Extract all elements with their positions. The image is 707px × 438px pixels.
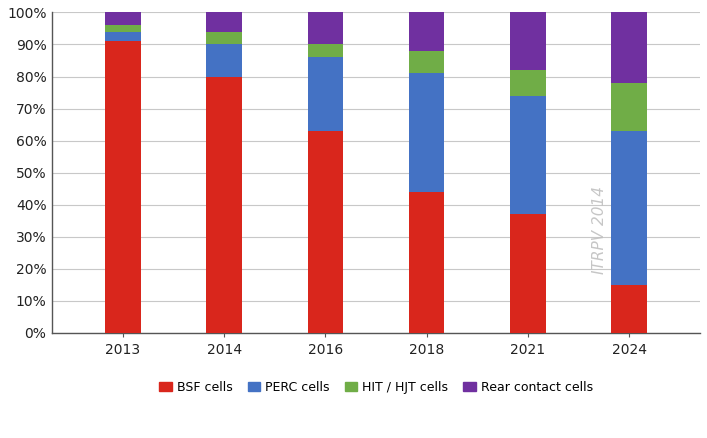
Bar <box>105 25 141 32</box>
Bar <box>206 12 242 32</box>
Bar <box>105 12 141 25</box>
Bar <box>510 12 546 70</box>
Bar <box>206 77 242 333</box>
Bar <box>206 32 242 45</box>
Bar <box>308 45 343 57</box>
Bar <box>308 12 343 45</box>
Bar <box>612 12 647 83</box>
Bar <box>206 45 242 77</box>
Bar <box>308 131 343 333</box>
Bar <box>510 70 546 96</box>
Bar <box>612 285 647 333</box>
Bar <box>308 57 343 131</box>
Bar <box>612 131 647 285</box>
Bar <box>612 83 647 131</box>
Bar <box>409 51 445 73</box>
Bar <box>409 12 445 51</box>
Bar <box>105 41 141 333</box>
Legend: BSF cells, PERC cells, HIT / HJT cells, Rear contact cells: BSF cells, PERC cells, HIT / HJT cells, … <box>159 381 592 394</box>
Bar <box>510 214 546 333</box>
Bar <box>409 73 445 192</box>
Bar <box>105 32 141 41</box>
Bar <box>409 192 445 333</box>
Bar <box>510 96 546 214</box>
Text: ITRPV 2014: ITRPV 2014 <box>592 187 607 274</box>
